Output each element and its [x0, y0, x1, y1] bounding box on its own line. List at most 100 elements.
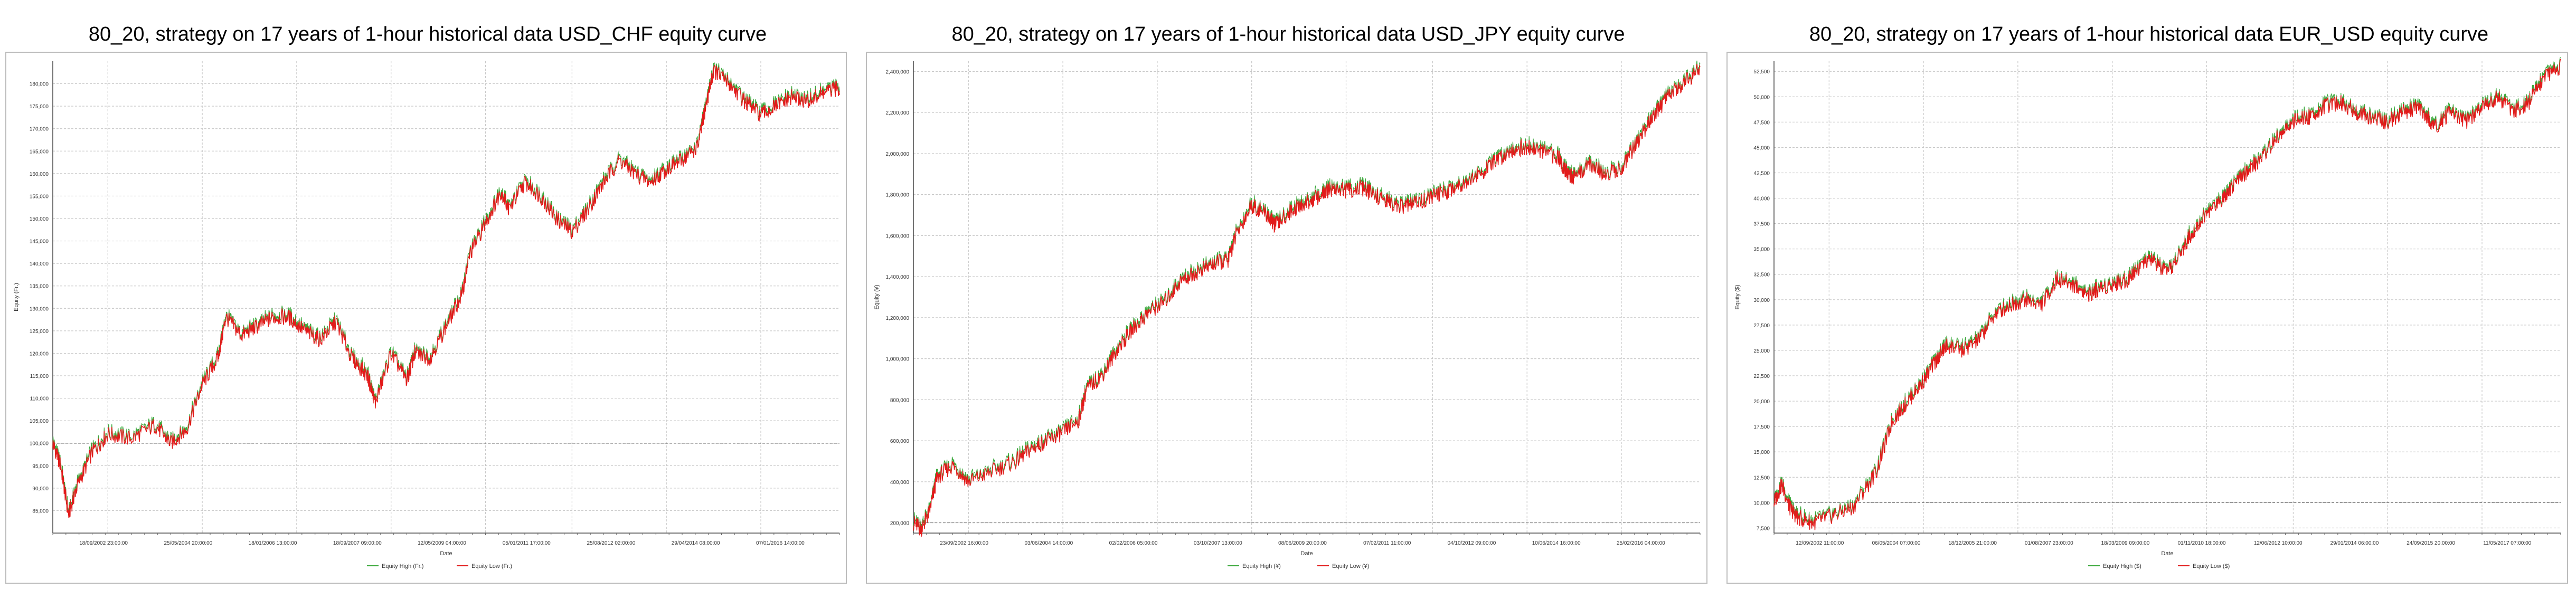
y-tick-label: 100,000 — [30, 441, 49, 447]
x-tick-label: 11/05/2017 07:00:00 — [2483, 540, 2531, 546]
x-tick-label: 03/10/2007 13:00:00 — [1194, 540, 1242, 546]
y-tick-label: 165,000 — [30, 149, 49, 155]
eurusd-chart-panel: 80_20, strategy on 17 years of 1-hour hi… — [1726, 0, 2571, 589]
x-tick-label: 05/01/2011 17:00:00 — [503, 540, 551, 546]
usdchf-chart: 85,000 90,000 95,000 100,000 105,000 110,000 1… — [13, 61, 840, 569]
y-tick-label: 170,000 — [30, 127, 49, 132]
x-tick-label: 18/09/2007 09:00:00 — [333, 540, 382, 546]
y-tick-label: 105,000 — [30, 419, 49, 424]
x-tick-label: 29/04/2014 08:00:00 — [672, 540, 720, 546]
y-tick-label: 42,500 — [1753, 170, 1770, 176]
legend-low-label: Equity Low (Fr.) — [471, 563, 512, 569]
x-tick-label: 18/12/2005 21:00:00 — [1948, 540, 1997, 546]
y-tick-label: 15,000 — [1753, 450, 1770, 455]
eurusd-chart-frame — [1726, 52, 2568, 584]
x-tick-label: 01/08/2007 23:00:00 — [2025, 540, 2073, 546]
y-tick-label: 1,200,000 — [886, 316, 910, 321]
y-tick-label: 180,000 — [30, 82, 49, 88]
y-tick-label: 600,000 — [890, 439, 910, 444]
x-tick-label: 12/09/2002 11:00:00 — [1796, 540, 1844, 546]
x-tick-label: 18/03/2009 09:00:00 — [2101, 540, 2150, 546]
legend-low-label: Equity Low ($) — [2193, 563, 2230, 569]
x-tick-label: 04/10/2012 09:00:00 — [1448, 540, 1496, 546]
equity-low-series — [1773, 59, 2561, 530]
y-tick-label: 400,000 — [890, 480, 910, 486]
x-tick-label: 02/02/2006 05:00:00 — [1109, 540, 1158, 546]
usdjpy-chart-panel: 80_20, strategy on 17 years of 1-hour hi… — [866, 0, 1711, 589]
equity-low-series — [913, 64, 1701, 537]
y-tick-label: 22,500 — [1753, 374, 1770, 379]
y-tick-label: 2,400,000 — [886, 69, 910, 75]
x-tick-label: 12/06/2012 10:00:00 — [2254, 540, 2303, 546]
y-tick-label: 200,000 — [890, 521, 910, 527]
x-tick-label: 01/11/2010 18:00:00 — [2178, 540, 2226, 546]
legend-high-label: Equity High (Fr.) — [382, 563, 423, 569]
eurusd-chart: 7,500 10,000 12,500 15,000 17,500 20,000 22,50… — [1734, 57, 2561, 569]
y-tick-label: 17,500 — [1753, 424, 1770, 430]
usdjpy-chart: 200,000 400,000 600,000 800,000 1,000,000 1,2… — [874, 60, 1701, 569]
equity-low-series — [52, 64, 840, 518]
x-tick-label: 18/01/2006 13:00:00 — [249, 540, 297, 546]
legend-high-label: Equity High ($) — [2103, 563, 2141, 569]
y-tick-label: 120,000 — [30, 351, 49, 357]
y-tick-label: 800,000 — [890, 397, 910, 403]
y-tick-label: 130,000 — [30, 306, 49, 312]
y-axis-label: Equity ($) — [1734, 284, 1741, 309]
y-tick-label: 115,000 — [30, 374, 49, 379]
y-tick-label: 1,000,000 — [886, 357, 910, 363]
y-tick-label: 2,000,000 — [886, 151, 910, 157]
y-tick-label: 110,000 — [30, 396, 49, 402]
usdjpy-chart-title: 80_20, strategy on 17 years of 1-hour hi… — [951, 23, 1625, 45]
x-tick-label: 25/08/2012 02:00:00 — [587, 540, 636, 546]
y-axis-label: Equity (Fr.) — [13, 283, 20, 311]
y-tick-label: 155,000 — [30, 194, 49, 200]
y-tick-label: 20,000 — [1753, 399, 1770, 405]
y-tick-label: 2,200,000 — [886, 110, 910, 116]
x-tick-label: 29/01/2014 06:00:00 — [2330, 540, 2379, 546]
y-tick-label: 135,000 — [30, 284, 49, 290]
y-tick-label: 1,800,000 — [886, 193, 910, 198]
x-tick-label: 18/09/2002 23:00:00 — [79, 540, 128, 546]
y-tick-label: 175,000 — [30, 104, 49, 110]
usdchf-chart-frame — [5, 52, 847, 584]
y-tick-label: 45,000 — [1753, 145, 1770, 151]
y-tick-label: 1,400,000 — [886, 274, 910, 280]
y-tick-label: 35,000 — [1753, 247, 1770, 253]
y-tick-label: 95,000 — [32, 463, 49, 469]
y-axis-label: Equity (¥) — [874, 284, 880, 309]
y-tick-label: 50,000 — [1753, 94, 1770, 100]
equity-high-series — [1773, 57, 2561, 529]
y-tick-label: 40,000 — [1753, 196, 1770, 202]
equity-high-series — [52, 62, 840, 516]
y-tick-label: 25,000 — [1753, 348, 1770, 354]
y-tick-label: 12,500 — [1753, 475, 1770, 481]
y-tick-label: 10,000 — [1753, 500, 1770, 506]
x-axis-label: Date — [1300, 550, 1313, 557]
y-tick-label: 7,500 — [1757, 526, 1770, 531]
y-tick-label: 27,500 — [1753, 323, 1770, 329]
eurusd-chart-title: 80_20, strategy on 17 years of 1-hour hi… — [1809, 23, 2489, 45]
x-tick-label: 10/06/2014 16:00:00 — [1532, 540, 1581, 546]
equity-high-series — [913, 60, 1701, 535]
y-tick-label: 32,500 — [1753, 272, 1770, 278]
y-tick-label: 47,500 — [1753, 120, 1770, 126]
y-tick-label: 52,500 — [1753, 69, 1770, 75]
legend-high-label: Equity High (¥) — [1242, 563, 1281, 569]
y-tick-label: 160,000 — [30, 172, 49, 177]
x-tick-label: 06/05/2004 07:00:00 — [1872, 540, 1921, 546]
y-tick-label: 140,000 — [30, 261, 49, 267]
y-tick-label: 37,500 — [1753, 222, 1770, 227]
x-axis-label: Date — [440, 550, 452, 557]
x-tick-label: 07/01/2016 14:00:00 — [756, 540, 805, 546]
y-tick-label: 30,000 — [1753, 298, 1770, 303]
usdchf-chart-panel: 80_20, strategy on 17 years of 1-hour hi… — [5, 0, 850, 589]
y-tick-label: 90,000 — [32, 486, 49, 492]
x-tick-label: 03/06/2004 14:00:00 — [1024, 540, 1073, 546]
y-tick-label: 125,000 — [30, 329, 49, 335]
y-tick-label: 85,000 — [32, 508, 49, 514]
x-tick-label: 23/09/2002 16:00:00 — [940, 540, 988, 546]
y-tick-label: 145,000 — [30, 239, 49, 245]
y-tick-label: 1,600,000 — [886, 233, 910, 239]
legend-low-label: Equity Low (¥) — [1332, 563, 1369, 569]
x-tick-label: 25/02/2016 04:00:00 — [1617, 540, 1665, 546]
